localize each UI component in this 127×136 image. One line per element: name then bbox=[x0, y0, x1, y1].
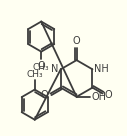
Text: O: O bbox=[41, 90, 49, 100]
Text: OH: OH bbox=[92, 92, 107, 102]
Text: O: O bbox=[37, 61, 45, 71]
Text: CH₃: CH₃ bbox=[26, 70, 43, 79]
Text: N: N bbox=[51, 64, 59, 74]
Text: O: O bbox=[105, 90, 112, 100]
Text: CH₃: CH₃ bbox=[33, 63, 50, 72]
Text: NH: NH bbox=[94, 64, 109, 74]
Text: O: O bbox=[73, 36, 80, 46]
